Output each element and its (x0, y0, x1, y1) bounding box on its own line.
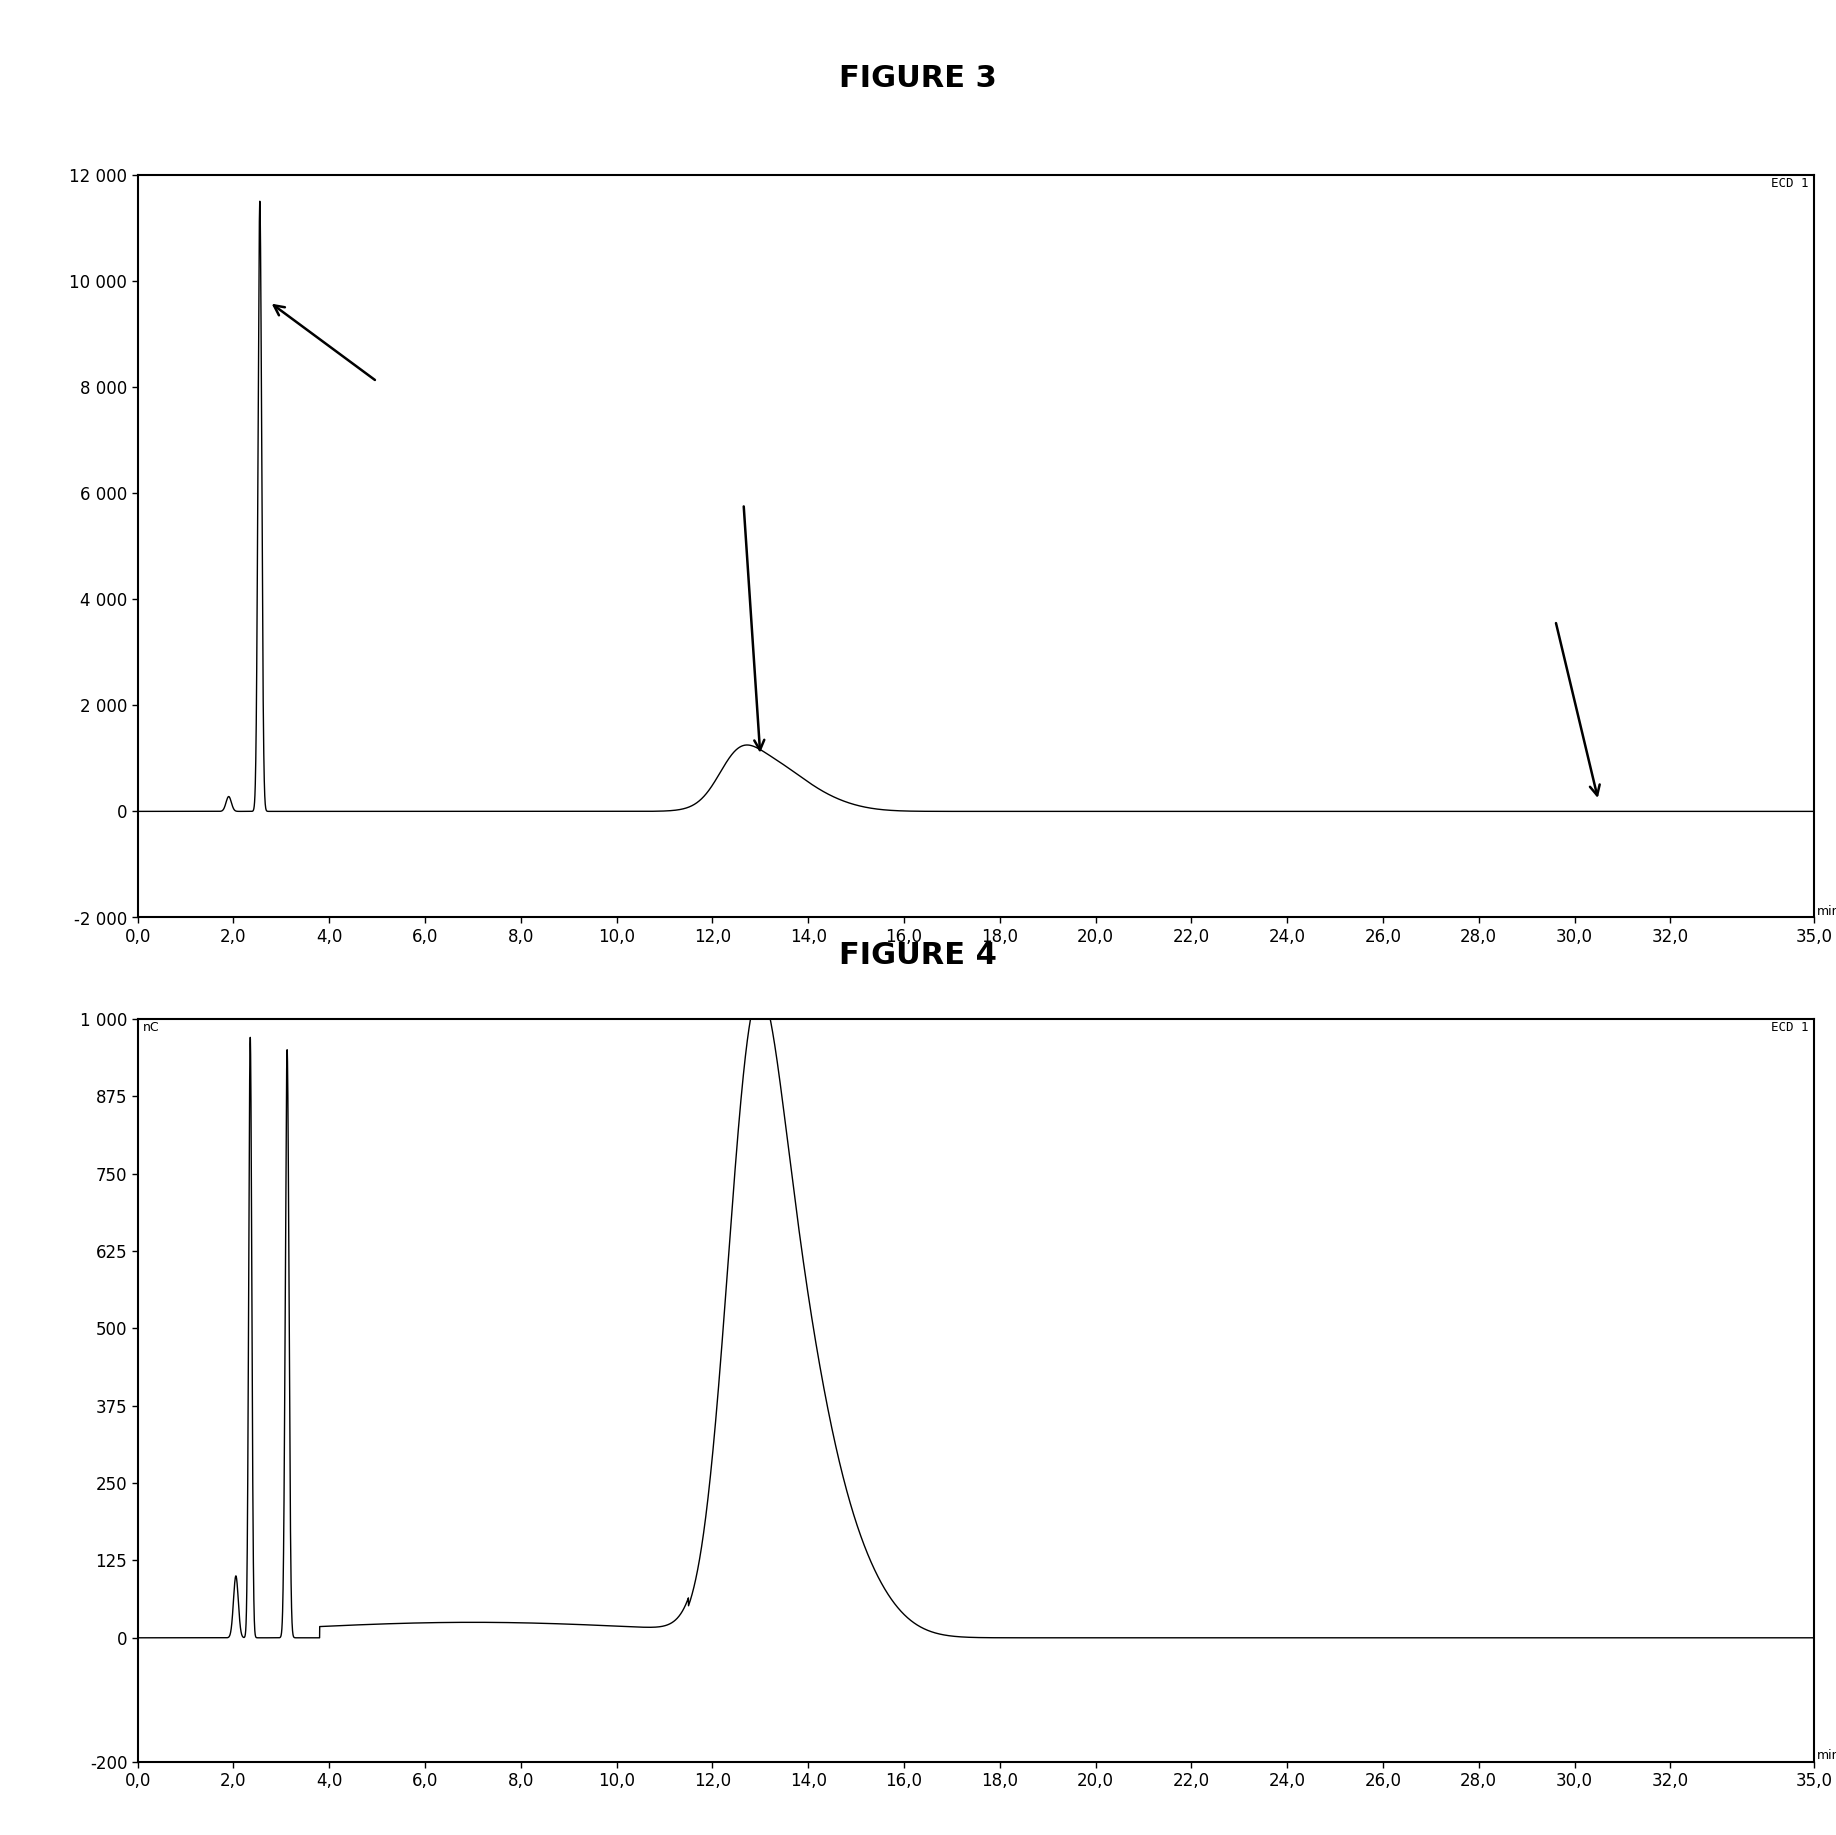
Text: min: min (1818, 1749, 1836, 1762)
Text: ECD 1: ECD 1 (1772, 1020, 1808, 1033)
Text: FIGURE 3: FIGURE 3 (839, 64, 997, 94)
Text: nC: nC (143, 1020, 160, 1033)
Text: min: min (1818, 905, 1836, 918)
Text: ECD 1: ECD 1 (1772, 176, 1808, 189)
Text: FIGURE 4: FIGURE 4 (839, 941, 997, 971)
